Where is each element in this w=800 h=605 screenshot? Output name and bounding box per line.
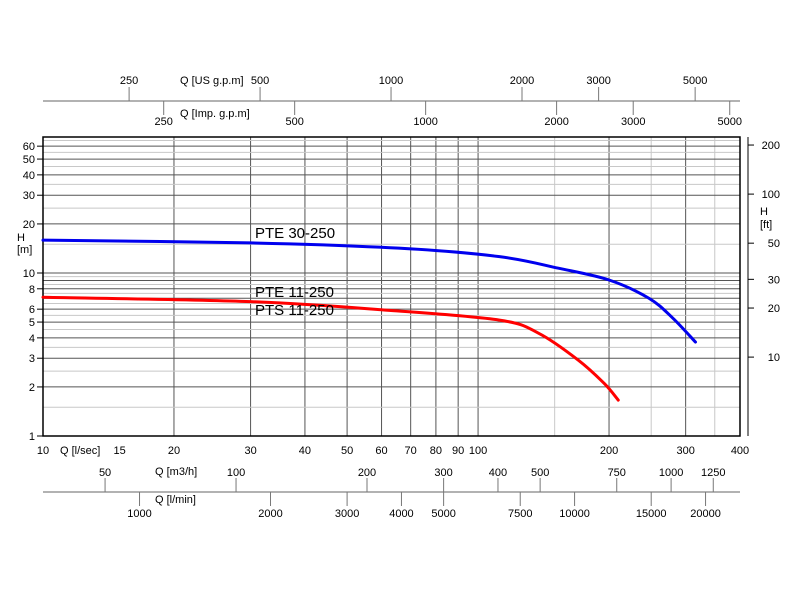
secondary-axis-label: Q [m3/h] [155,466,197,478]
y-tick-label: 3 [29,353,35,365]
y-tick-label: 20 [23,219,35,231]
secondary-tick-label: 300 [434,467,452,479]
secondary-tick-label: 3000 [586,75,610,87]
secondary-tick-label: 200 [358,467,376,479]
secondary-tick-label: 5000 [683,75,707,87]
secondary-tick-label: 7500 [508,508,532,520]
x-axis-label: Q [l/sec] [60,445,100,457]
y-axis-label: H [17,232,25,244]
x-tick-label: 15 [113,445,125,457]
right-tick-label: 30 [768,274,780,286]
y-tick-label: 8 [29,284,35,296]
secondary-tick-label: 3000 [335,508,359,520]
secondary-tick-label: 2000 [544,116,568,128]
y-tick-label: 30 [23,190,35,202]
y-tick-label: 50 [23,154,35,166]
secondary-tick-label: 1000 [413,116,437,128]
x-tick-label: 80 [430,445,442,457]
secondary-tick-label: 250 [120,75,138,87]
y-tick-label: 40 [23,170,35,182]
secondary-tick-label: 2000 [510,75,534,87]
secondary-axes: 250 500 1000 2000 3000 5000 Q [US g.p.m] 250 500… [43,75,742,520]
secondary-tick-label: 1000 [127,508,151,520]
secondary-tick-label: 10000 [559,508,590,520]
y-tick-label: 1 [29,431,35,443]
secondary-tick-label: 500 [531,467,549,479]
x-tick-label: 70 [405,445,417,457]
secondary-axis-label: Q [US g.p.m] [180,75,244,87]
secondary-tick-label: 500 [251,75,269,87]
y-axis-unit: [m] [17,244,32,256]
x-tick-label: 400 [731,445,749,457]
y-tick-label: 5 [29,317,35,329]
secondary-axis-label: Q [Imp. g.p.m] [180,108,250,120]
series-line-0 [41,238,697,344]
secondary-tick-label: 750 [608,467,626,479]
secondary-tick-label: 15000 [636,508,667,520]
secondary-tick-label: 20000 [690,508,721,520]
y-tick-label: 2 [29,382,35,394]
secondary-tick-label: 500 [285,116,303,128]
x-tick-label: 90 [452,445,464,457]
secondary-tick-label: 5000 [717,116,741,128]
curve-label: PTE 30-250 [255,225,335,242]
grid [42,137,741,437]
x-tick-label: 20 [168,445,180,457]
x-tick-label: 300 [676,445,694,457]
right-tick-label: 100 [762,189,780,201]
right-axis-label: H [760,206,768,218]
secondary-tick-label: 50 [99,467,111,479]
secondary-tick-label: 2000 [258,508,282,520]
secondary-tick-label: 3000 [621,116,645,128]
secondary-tick-label: 1250 [701,467,725,479]
y-tick-label: 4 [29,333,35,345]
x-tick-label: 50 [341,445,353,457]
y-tick-label: 60 [23,141,35,153]
secondary-tick-label: 250 [155,116,173,128]
x-tick-label: 30 [244,445,256,457]
secondary-tick-label: 5000 [431,508,455,520]
plot-frame [42,136,741,437]
right-tick-label: 200 [762,140,780,152]
series-line-1 [41,295,620,402]
secondary-axis-label: Q [l/min] [155,494,196,506]
right-tick-label: 20 [768,303,780,315]
secondary-tick-label: 1000 [659,467,683,479]
x-tick-label: 60 [375,445,387,457]
secondary-tick-label: 100 [227,467,245,479]
x-tick-label: 200 [600,445,618,457]
secondary-tick-label: 1000 [379,75,403,87]
curve-label: PTE 11-250 [255,284,334,301]
x-tick-label: 40 [299,445,311,457]
x-tick-label: 100 [469,445,487,457]
right-tick-label: 10 [768,352,780,364]
y-tick-label: 10 [23,268,35,280]
secondary-tick-label: 4000 [389,508,413,520]
y-tick-label: 6 [29,304,35,316]
right-axis-unit: [ft] [760,219,772,231]
secondary-tick-label: 400 [489,467,507,479]
curve-label: PTS 11-250 [255,302,334,319]
right-tick-label: 50 [768,238,780,250]
x-tick-label: 10 [37,445,49,457]
